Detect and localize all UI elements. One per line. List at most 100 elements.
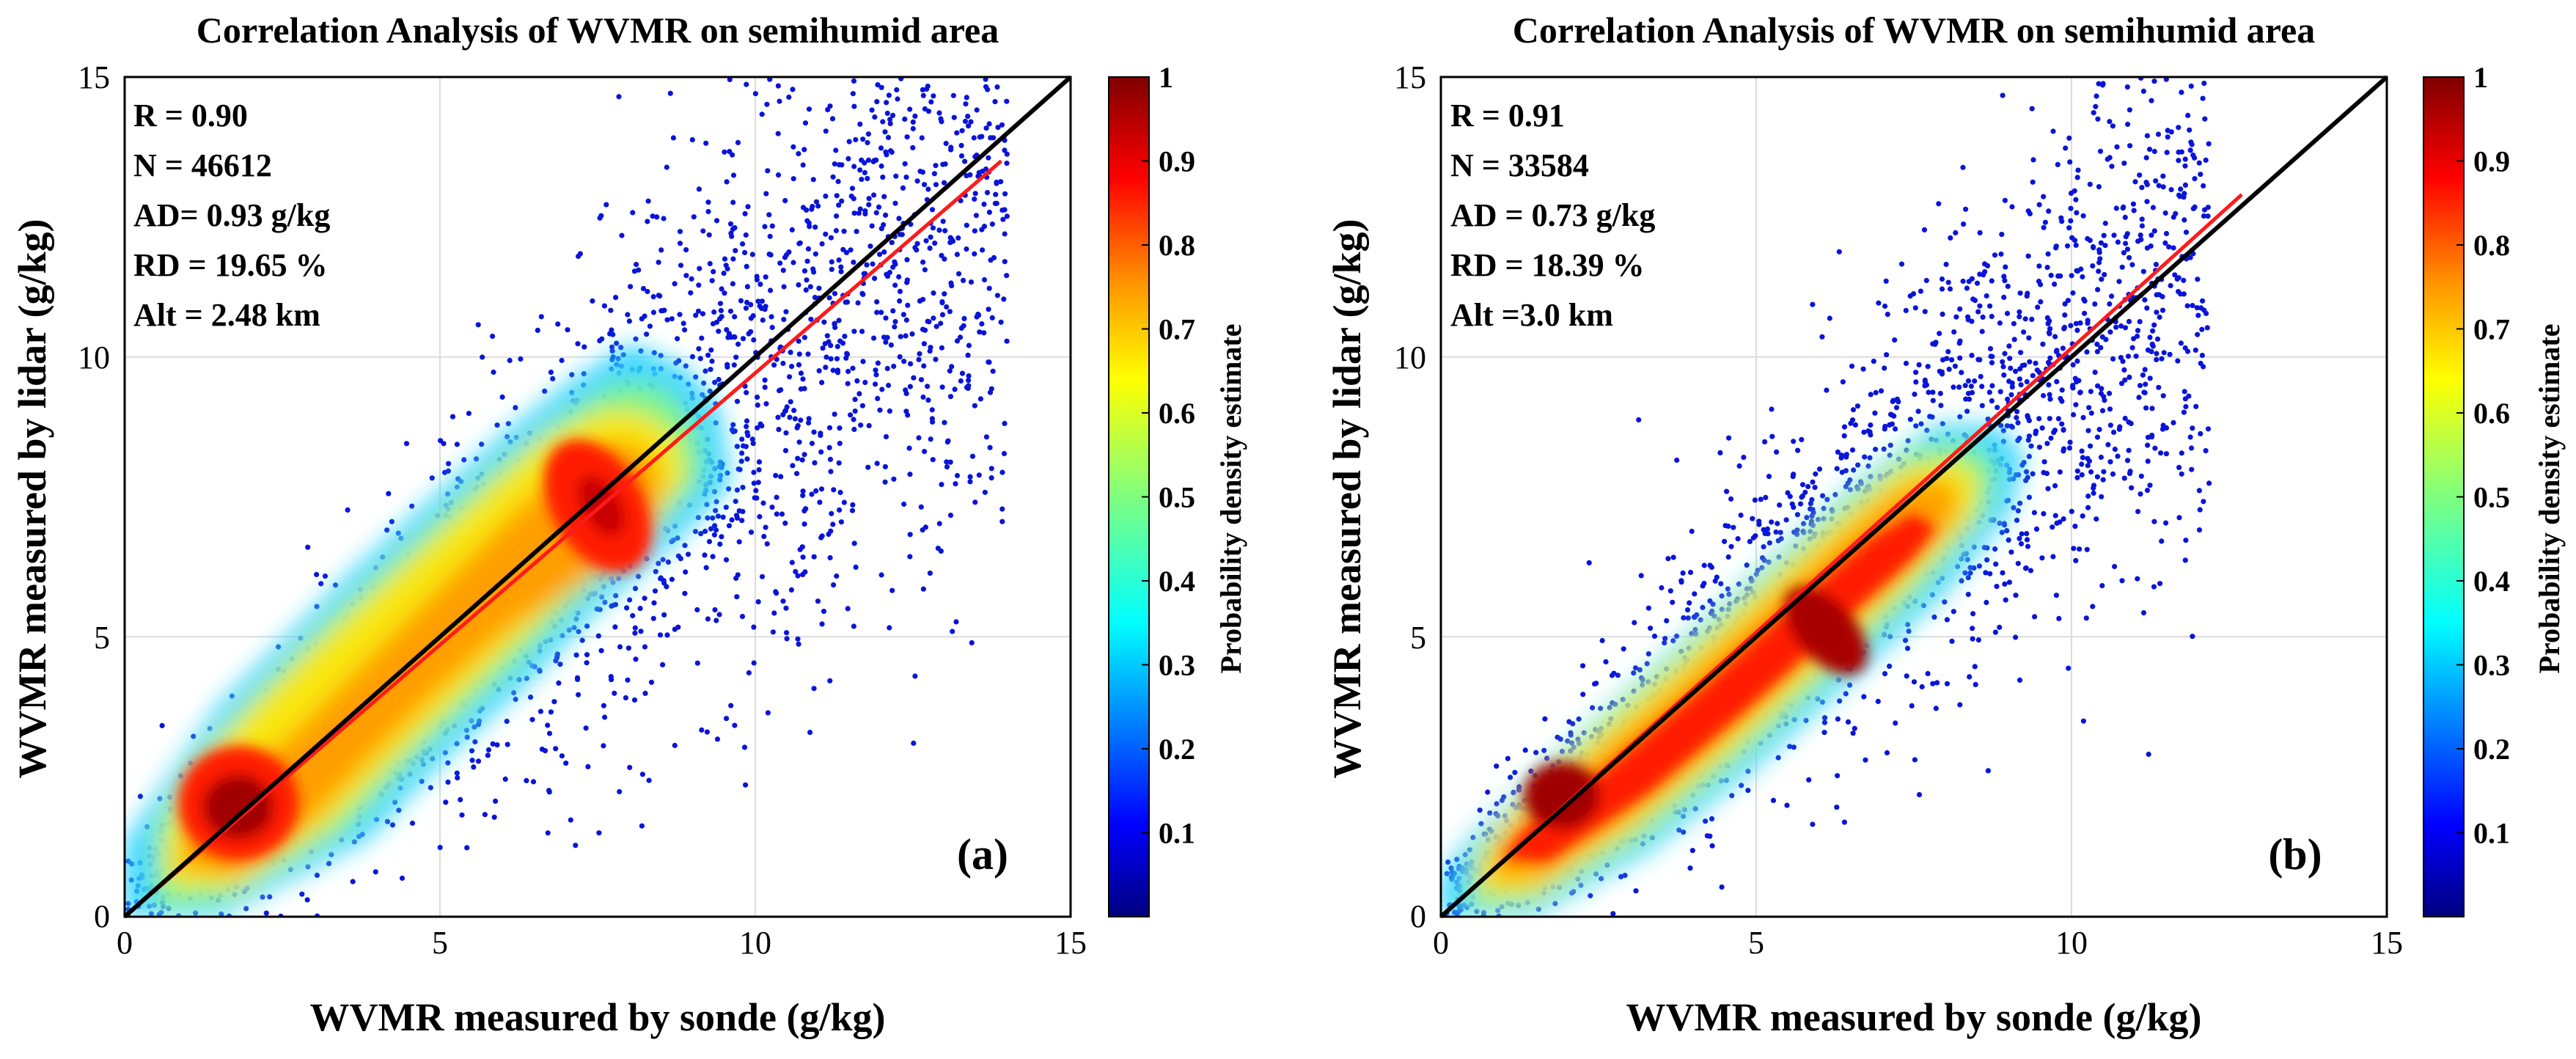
scatter-point bbox=[762, 224, 768, 230]
scatter-point bbox=[2052, 281, 2058, 287]
scatter-point bbox=[939, 384, 945, 390]
scatter-point bbox=[983, 434, 989, 440]
scatter-point bbox=[716, 329, 722, 334]
colorbar-tick-label: 0.8 bbox=[2473, 229, 2510, 262]
scatter-point bbox=[738, 458, 744, 464]
scatter-point bbox=[804, 277, 810, 283]
scatter-point bbox=[658, 247, 664, 253]
scatter-point bbox=[2151, 584, 2157, 590]
scatter-point bbox=[1967, 565, 1973, 571]
stat-r: R = 0.91 bbox=[1450, 98, 1565, 133]
scatter-point bbox=[409, 820, 416, 827]
scatter-point bbox=[1689, 528, 1695, 535]
scatter-point bbox=[901, 359, 907, 364]
scatter-point bbox=[983, 166, 989, 172]
scatter-point bbox=[826, 425, 833, 430]
scatter-point bbox=[2112, 447, 2118, 452]
scatter-point bbox=[2098, 345, 2104, 351]
scatter-point bbox=[828, 469, 834, 474]
scatter-point bbox=[1987, 345, 1994, 351]
scatter-point bbox=[1883, 278, 1889, 284]
scatter-point bbox=[2176, 158, 2181, 164]
colorbar-ticks: 0.10.20.30.40.50.60.70.80.91 bbox=[2456, 61, 2510, 850]
scatter-point bbox=[389, 518, 395, 524]
scatter-point bbox=[744, 389, 749, 395]
scatter-point bbox=[743, 305, 749, 311]
scatter-point bbox=[2172, 272, 2178, 278]
scatter-point bbox=[1865, 463, 1871, 469]
scatter-point bbox=[550, 375, 556, 382]
scatter-point bbox=[2096, 81, 2102, 87]
scatter-point bbox=[1728, 496, 1734, 502]
scatter-point bbox=[951, 114, 957, 120]
scatter-point bbox=[2138, 232, 2143, 238]
scatter-point bbox=[1736, 463, 1742, 469]
scatter-point bbox=[891, 363, 897, 370]
scatter-point bbox=[1970, 626, 1975, 631]
scatter-point bbox=[491, 814, 497, 820]
scatter-point bbox=[685, 552, 691, 557]
scatter-point bbox=[904, 277, 910, 283]
scatter-point bbox=[942, 256, 947, 262]
scatter-point bbox=[927, 245, 933, 251]
scatter-point bbox=[777, 388, 782, 394]
scatter-point bbox=[1957, 355, 1963, 361]
scatter-point bbox=[1002, 259, 1008, 265]
scatter-point bbox=[721, 271, 727, 276]
scatter-point bbox=[2092, 370, 2098, 375]
scatter-point bbox=[822, 341, 828, 347]
x-axis-label: WVMR measured by sonde (g/kg) bbox=[1626, 995, 2201, 1039]
scatter-point bbox=[699, 335, 705, 341]
scatter-point bbox=[2121, 204, 2127, 210]
scatter-point bbox=[823, 193, 829, 199]
scatter-point bbox=[507, 357, 513, 364]
scatter-point bbox=[2079, 472, 2085, 478]
scatter-point bbox=[546, 730, 553, 736]
scatter-point bbox=[2121, 367, 2127, 373]
scatter-point bbox=[883, 212, 889, 218]
scatter-point bbox=[958, 142, 964, 148]
scatter-point bbox=[1887, 442, 1893, 448]
scatter-point bbox=[713, 618, 719, 623]
scatter-point bbox=[660, 557, 666, 563]
scatter-point bbox=[1959, 578, 1964, 584]
scatter-point bbox=[2140, 610, 2147, 616]
scatter-point bbox=[1987, 571, 1993, 576]
scatter-point bbox=[722, 290, 727, 296]
scatter-point bbox=[1769, 519, 1775, 525]
scatter-point bbox=[800, 205, 807, 210]
scatter-point bbox=[1992, 546, 1998, 552]
scatter-point bbox=[850, 91, 856, 97]
scatter-point bbox=[2126, 419, 2132, 425]
scatter-point bbox=[2086, 405, 2092, 411]
scatter-point bbox=[873, 381, 878, 387]
scatter-point bbox=[804, 258, 810, 264]
scatter-point bbox=[745, 433, 751, 439]
scatter-point bbox=[538, 314, 544, 320]
scatter-point bbox=[962, 158, 968, 164]
scatter-point bbox=[1989, 360, 1995, 366]
scatter-point bbox=[542, 388, 548, 395]
scatter-point bbox=[806, 420, 812, 426]
scatter-point bbox=[2118, 323, 2124, 329]
scatter-point bbox=[333, 582, 339, 588]
scatter-point bbox=[1852, 725, 1857, 731]
scatter-point bbox=[2067, 439, 2073, 445]
scatter-point bbox=[972, 251, 977, 257]
scatter-point bbox=[864, 262, 870, 268]
scatter-point bbox=[2179, 471, 2184, 477]
scatter-point bbox=[984, 190, 991, 196]
scatter-point bbox=[851, 164, 857, 169]
y-tick-label: 0 bbox=[1410, 898, 1426, 934]
scatter-point bbox=[936, 227, 942, 233]
scatter-point bbox=[677, 312, 683, 318]
scatter-point bbox=[1703, 818, 1709, 824]
scatter-point bbox=[1762, 439, 1768, 445]
scatter-point bbox=[700, 228, 706, 234]
scatter-point bbox=[490, 741, 496, 747]
scatter-point bbox=[713, 507, 719, 513]
scatter-point bbox=[734, 398, 741, 404]
scatter-point bbox=[479, 441, 485, 447]
scatter-point bbox=[1979, 403, 1985, 408]
scatter-point bbox=[670, 135, 677, 141]
